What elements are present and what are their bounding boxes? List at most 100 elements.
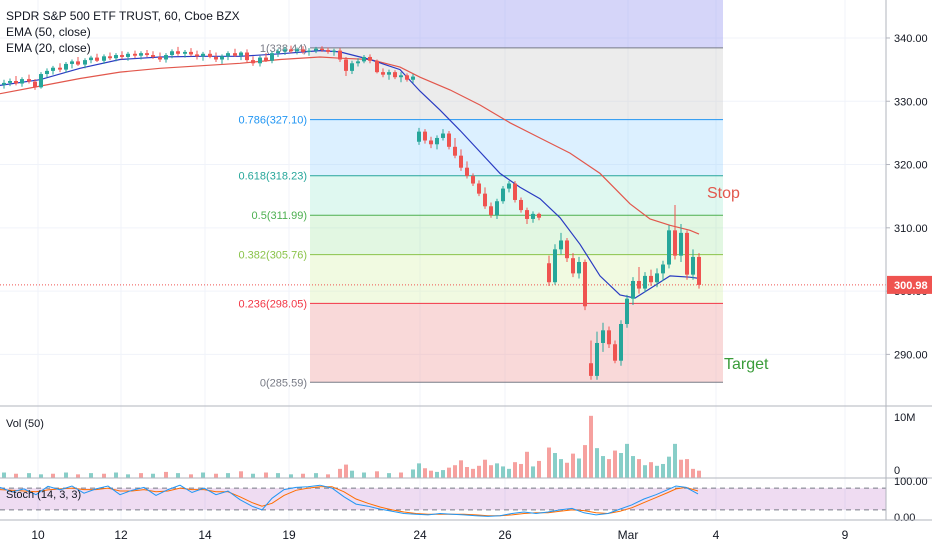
volume-bar[interactable] [14,473,18,478]
main-price-pane[interactable]: 1(338.44)0.786(327.10)0.618(318.23)0.5(3… [0,0,886,520]
volume-bar[interactable] [64,472,68,478]
candle[interactable] [356,58,360,67]
candle[interactable] [39,72,43,89]
volume-bar[interactable] [661,463,665,478]
volume-bar[interactable] [387,473,391,478]
candle[interactable] [120,51,124,60]
volume-bar[interactable] [429,470,433,478]
candle[interactable] [45,68,49,78]
candle[interactable] [139,51,143,60]
candle[interactable] [8,78,12,87]
volume-bar[interactable] [89,473,93,478]
candle[interactable] [565,237,569,262]
volume-bar[interactable] [673,443,677,478]
volume-bar[interactable] [239,471,243,478]
volume-bar[interactable] [583,445,587,478]
candle[interactable] [170,49,174,59]
volume-bar[interactable] [507,468,511,478]
candle[interactable] [51,65,55,75]
candle[interactable] [423,129,427,144]
candle[interactable] [164,53,168,63]
candle[interactable] [114,53,118,62]
volume-bar[interactable] [637,459,641,478]
volume-bar[interactable] [251,473,255,478]
candle[interactable] [679,224,683,262]
volume-bar[interactable] [301,473,305,478]
volume-bar[interactable] [399,472,403,478]
candle[interactable] [631,277,635,306]
volume-bar[interactable] [471,468,475,478]
volume-bar[interactable] [613,450,617,478]
candle[interactable] [295,47,299,55]
candle[interactable] [14,75,18,86]
volume-bar[interactable] [441,470,445,478]
volume-bar[interactable] [459,460,463,478]
volume-bar[interactable] [625,443,629,478]
candle[interactable] [126,51,130,61]
candle[interactable] [375,59,379,74]
volume-bar[interactable] [577,458,581,478]
volume-bar[interactable] [338,468,342,478]
candle[interactable] [547,255,551,287]
candle[interactable] [338,48,342,63]
candle[interactable] [220,54,224,64]
candle[interactable] [477,180,481,197]
candle[interactable] [519,197,523,213]
volume-bar[interactable] [289,474,293,478]
candle[interactable] [362,55,366,64]
volume-bar[interactable] [326,474,330,478]
candle[interactable] [344,56,348,76]
volume-bar[interactable] [344,464,348,478]
candle[interactable] [70,59,74,69]
volume-bar[interactable] [453,465,457,478]
volume-bar[interactable] [264,472,268,478]
volume-bar[interactable] [553,453,557,478]
candle[interactable] [233,48,237,57]
candle[interactable] [176,46,180,56]
candle[interactable] [667,225,671,269]
candle[interactable] [320,46,324,52]
volume-pane[interactable]: 0 10M [0,405,932,478]
candle[interactable] [399,72,403,83]
candle[interactable] [501,186,505,204]
volume-bar[interactable] [531,466,535,478]
volume-bar[interactable] [631,456,635,478]
candle[interactable] [643,272,647,293]
volume-bar[interactable] [565,462,569,478]
volume-bar[interactable] [176,473,180,478]
candle[interactable] [326,47,330,54]
candle[interactable] [661,260,665,281]
volume-bar[interactable] [465,467,469,478]
candle[interactable] [387,69,391,80]
volume-bar[interactable] [435,471,439,478]
volume-bar[interactable] [691,468,695,478]
candle[interactable] [429,136,433,149]
candle[interactable] [513,180,517,203]
candle[interactable] [649,269,653,287]
volume-bar[interactable] [201,472,205,478]
candle[interactable] [368,54,372,64]
volume-bar[interactable] [489,465,493,478]
volume-bar[interactable] [102,473,106,478]
candle[interactable] [601,322,605,352]
candle[interactable] [381,68,385,78]
candle[interactable] [89,55,93,64]
candle[interactable] [245,49,249,63]
candle[interactable] [441,129,445,141]
candle[interactable] [33,79,37,90]
volume-bar[interactable] [375,471,379,478]
candle[interactable] [471,173,475,187]
candle[interactable] [332,48,336,56]
volume-bar[interactable] [362,472,366,478]
candle[interactable] [691,249,695,280]
volume-bar[interactable] [164,471,168,478]
volume-bar[interactable] [607,459,611,478]
candle[interactable] [350,60,354,75]
candle[interactable] [531,211,535,223]
volume-bar[interactable] [417,463,421,478]
candle[interactable] [283,46,287,56]
candle[interactable] [507,180,511,193]
volume-bar[interactable] [655,465,659,478]
candle[interactable] [2,79,6,89]
candle[interactable] [637,267,641,294]
